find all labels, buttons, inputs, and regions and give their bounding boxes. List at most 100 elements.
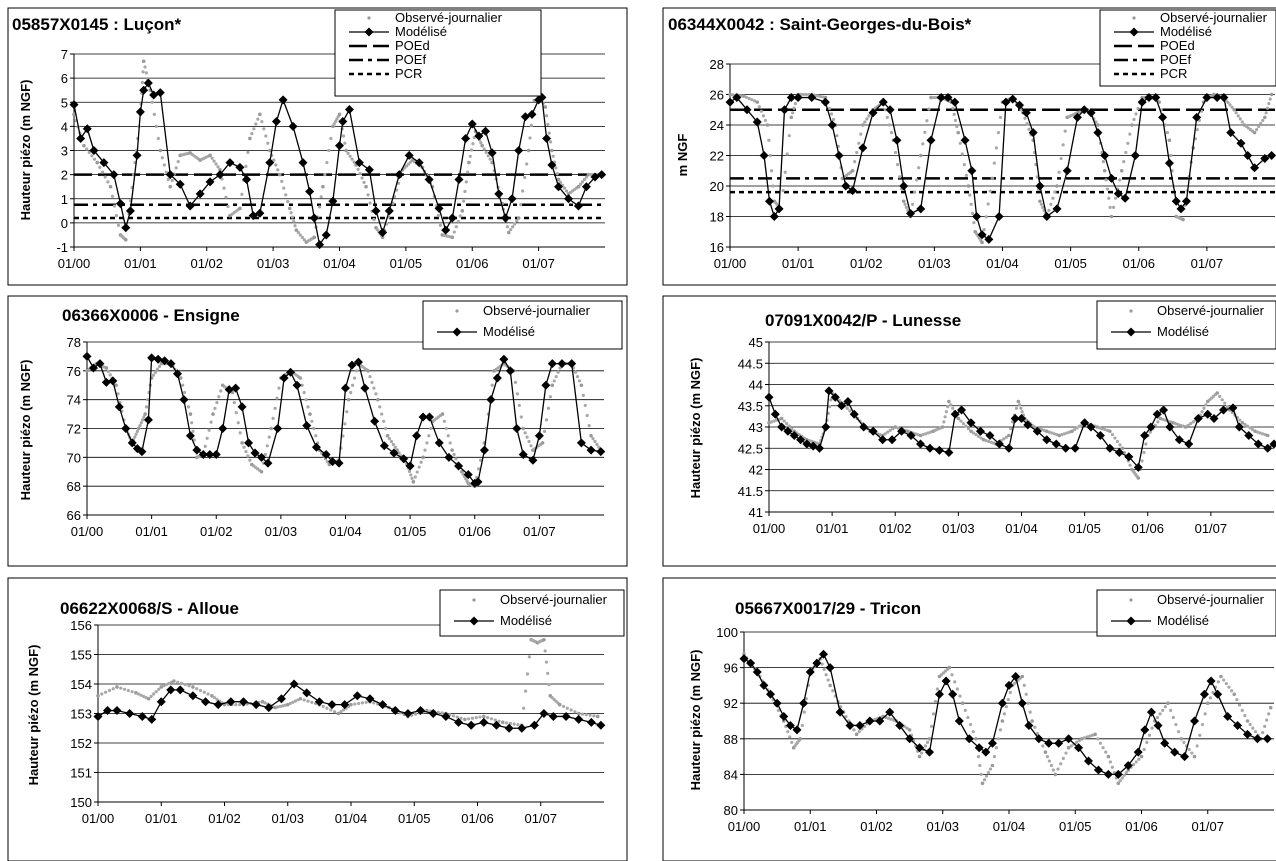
x-tick-label: 01/01	[794, 819, 827, 834]
observed-point	[584, 175, 589, 179]
observed-point	[515, 392, 520, 396]
observed-point	[888, 428, 892, 432]
modelled-point	[292, 380, 302, 390]
observed-point	[1122, 450, 1126, 455]
observed-point	[1126, 141, 1130, 145]
x-tick-label: 01/03	[918, 256, 951, 271]
modelled-point	[966, 418, 976, 428]
modelled-point	[581, 182, 591, 192]
modelled-point	[156, 697, 166, 707]
observed-point	[202, 690, 206, 694]
modelled-point	[384, 206, 394, 216]
observed-point	[979, 772, 983, 777]
observed-point	[162, 163, 166, 167]
modelled-point	[765, 196, 775, 206]
observed-point	[134, 432, 138, 436]
observed-point	[1153, 423, 1157, 427]
observed-point	[459, 716, 463, 720]
observed-point	[126, 688, 130, 693]
modelled-point	[463, 470, 473, 480]
observed-point	[438, 223, 442, 227]
observed-point	[512, 722, 516, 726]
observed-point	[1261, 118, 1265, 123]
modelled-point	[344, 104, 354, 114]
observed-point	[1257, 124, 1261, 129]
observed-point	[728, 92, 732, 97]
legend-observed-symbol	[455, 309, 459, 313]
modelled-point	[102, 706, 112, 716]
observed-point	[1167, 138, 1172, 143]
modelled-point	[1174, 435, 1184, 445]
observed-point	[98, 165, 102, 169]
modelled-point	[906, 431, 916, 440]
observed-point	[362, 180, 366, 184]
observed-point	[1014, 406, 1019, 410]
observed-point	[156, 136, 160, 141]
observed-point	[544, 418, 549, 422]
modelled-point	[1113, 769, 1123, 779]
modelled-point	[205, 449, 215, 459]
modelled-point	[950, 409, 960, 419]
observed-point	[506, 230, 511, 235]
observed-point	[974, 433, 978, 437]
modelled-point	[865, 716, 875, 726]
observed-point	[958, 694, 962, 698]
observed-point	[217, 395, 221, 399]
observed-point	[372, 217, 376, 222]
modelled-point	[1153, 720, 1163, 730]
observed-point	[143, 65, 147, 69]
modelled-point	[434, 438, 444, 448]
observed-point	[497, 719, 501, 723]
observed-point	[254, 122, 258, 126]
observed-point	[516, 216, 521, 220]
x-tick-label: 01/02	[850, 256, 883, 271]
observed-point	[123, 237, 128, 242]
modelled-point	[1015, 100, 1025, 110]
observed-point	[385, 433, 390, 438]
y-tick-label: 68	[67, 479, 81, 494]
observed-point	[298, 233, 302, 237]
modelled-point	[265, 158, 275, 168]
observed-point	[490, 383, 494, 387]
observed-point	[1100, 427, 1104, 431]
legend-observed-symbol	[1129, 309, 1133, 313]
modelled-point	[557, 359, 567, 369]
modelled-point	[547, 160, 557, 170]
observed-point	[1004, 435, 1008, 439]
observed-point	[419, 460, 423, 464]
observed-point	[1200, 410, 1204, 414]
y-tick-label: 5	[61, 95, 68, 110]
observed-point	[1145, 740, 1149, 744]
observed-point	[278, 704, 282, 709]
observed-point	[1019, 406, 1023, 410]
observed-point	[952, 112, 956, 116]
observed-point	[540, 441, 545, 445]
observed-point	[1243, 714, 1247, 718]
observed-point	[356, 701, 361, 706]
observed-point	[104, 366, 109, 370]
y-tick-label: 80	[724, 803, 738, 818]
observed-point	[1255, 127, 1259, 132]
observed-point	[166, 177, 170, 182]
observed-point	[1059, 762, 1063, 766]
observed-point	[207, 428, 211, 432]
observed-point	[1101, 160, 1105, 164]
observed-point	[565, 706, 569, 710]
observed-point	[547, 131, 551, 135]
x-tick-label: 01/07	[1195, 521, 1228, 536]
modelled-point	[820, 97, 830, 107]
modelled-point	[1165, 422, 1175, 432]
observed-point	[947, 399, 951, 404]
observed-point	[904, 205, 909, 209]
modelled-point	[454, 461, 464, 471]
modelled-point	[473, 477, 483, 487]
modelled-point	[334, 458, 344, 468]
x-tick-label: 01/07	[524, 811, 557, 826]
modelled-point	[1130, 151, 1140, 160]
observed-point	[1156, 420, 1160, 424]
observed-point	[1049, 202, 1053, 206]
observed-point	[232, 400, 236, 405]
observed-point	[528, 136, 532, 140]
modelled-point	[492, 373, 502, 383]
observed-point	[335, 117, 339, 121]
